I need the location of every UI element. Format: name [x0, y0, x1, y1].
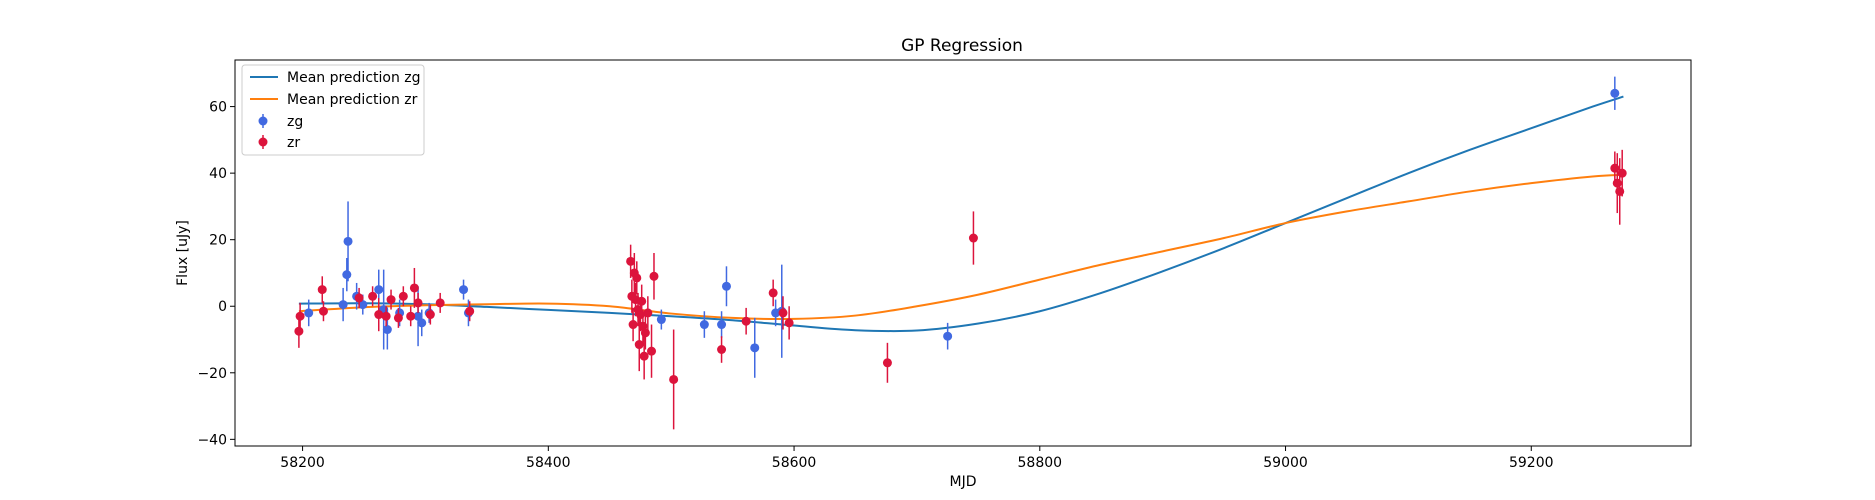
data-point-zr — [649, 271, 659, 281]
data-point-zr — [643, 308, 653, 318]
data-point-zr — [1617, 168, 1627, 178]
x-tick-label: 59200 — [1509, 455, 1554, 471]
y-tick-label: 0 — [218, 299, 227, 315]
legend-label-mean-zg: Mean prediction zg — [287, 70, 421, 86]
data-point-zr — [317, 285, 327, 295]
data-point-zr — [393, 313, 403, 323]
data-point-zr — [294, 326, 304, 336]
plot-area — [294, 76, 1627, 430]
data-point-zr — [295, 311, 305, 321]
legend-label-mean-zr: Mean prediction zr — [287, 92, 418, 108]
axes-frame — [234, 59, 1692, 447]
data-point-zr — [354, 293, 364, 303]
x-axis: 58200 58400 58600 58800 59000 59200 — [280, 446, 1554, 471]
y-tick-label: 40 — [209, 166, 227, 182]
data-point-zr — [318, 306, 328, 316]
data-point-zr — [409, 283, 419, 293]
y-axis-label: Flux [uJy] — [175, 220, 191, 286]
data-point-zr — [374, 310, 384, 320]
data-point-zg — [459, 285, 469, 295]
mean-prediction-line-zg — [298, 95, 1624, 333]
legend-marker-zg — [258, 116, 268, 126]
legend-label-zg: zg — [287, 114, 303, 130]
x-tick-label: 58600 — [772, 455, 817, 471]
y-tick-label: 60 — [209, 100, 227, 116]
data-point-zg — [374, 285, 384, 295]
data-point-zg — [417, 318, 427, 328]
data-point-zg — [1610, 88, 1620, 98]
data-point-zr — [647, 346, 657, 356]
data-point-zr — [386, 295, 396, 305]
data-point-zr — [768, 288, 778, 298]
x-tick-label: 58200 — [280, 455, 325, 471]
data-point-zr — [465, 306, 475, 316]
data-point-zg — [343, 236, 353, 246]
data-point-zr — [637, 296, 647, 306]
data-point-zr — [669, 374, 679, 384]
data-point-zr — [882, 358, 892, 368]
data-point-zr — [634, 340, 644, 350]
data-point-zg — [656, 315, 666, 325]
data-point-zg — [304, 308, 314, 318]
lines-layer — [298, 95, 1624, 333]
y-axis: −40 −20 0 20 40 60 — [197, 100, 235, 448]
data-point-zr — [741, 316, 751, 326]
y-tick-label: −20 — [197, 366, 227, 382]
points-layer — [294, 76, 1627, 430]
data-point-zg — [338, 300, 348, 310]
data-point-zr — [628, 320, 638, 330]
y-tick-label: −40 — [197, 432, 227, 448]
x-tick-label: 58400 — [526, 455, 571, 471]
data-point-zr — [784, 318, 794, 328]
legend: Mean prediction zg Mean prediction zr zg… — [241, 64, 425, 156]
data-point-zr — [632, 273, 642, 283]
data-point-zr — [413, 298, 423, 308]
data-point-zr — [381, 311, 391, 321]
data-point-zg — [717, 320, 727, 330]
data-point-zr — [398, 291, 408, 301]
data-point-zr — [368, 291, 378, 301]
data-point-zr — [626, 256, 636, 266]
data-point-zg — [413, 311, 423, 321]
legend-label-zr: zr — [287, 135, 300, 151]
mean-prediction-line-zr — [298, 173, 1624, 321]
data-point-zr — [435, 298, 445, 308]
data-point-zr — [640, 328, 650, 338]
legend-box — [241, 64, 425, 156]
data-point-zr — [639, 351, 649, 361]
data-point-zg — [721, 281, 731, 291]
data-point-zr — [425, 310, 435, 320]
data-point-zg — [699, 320, 709, 330]
data-point-zg — [342, 270, 352, 280]
x-axis-label: MJD — [950, 474, 977, 490]
data-point-zg — [943, 331, 953, 341]
data-point-zr — [968, 233, 978, 243]
y-tick-label: 20 — [209, 233, 227, 249]
data-point-zg — [358, 300, 368, 310]
legend-marker-zr — [258, 137, 268, 147]
data-point-zg — [382, 325, 392, 335]
data-point-zr — [717, 345, 727, 354]
x-tick-label: 59000 — [1263, 455, 1308, 471]
chart-title: GP Regression — [901, 36, 1023, 56]
data-point-zg — [750, 343, 760, 353]
data-point-zr — [778, 308, 788, 318]
data-point-zr — [406, 311, 416, 321]
x-tick-label: 58800 — [1018, 455, 1063, 471]
